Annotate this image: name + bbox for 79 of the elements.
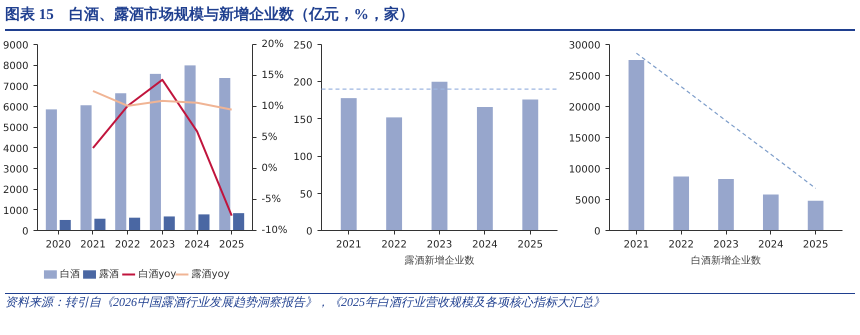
y-tick-label: 150 — [293, 114, 313, 126]
y-tick-label: 1000 — [3, 206, 29, 217]
bar — [60, 220, 71, 230]
x-tick-label: 2022 — [381, 240, 407, 250]
x-tick-label: 2024 — [472, 240, 498, 250]
legend-label: 露酒yoy — [192, 268, 230, 280]
bar — [115, 93, 126, 230]
x-tick-label: 2024 — [184, 240, 210, 250]
bar — [233, 213, 244, 230]
y-tick-label: 50 — [300, 189, 313, 200]
x-tick-label: 2023 — [150, 240, 176, 250]
y-tick-label: 15000 — [568, 134, 600, 144]
y-tick-label: 7000 — [3, 82, 29, 93]
y2-tick-label: -10% — [262, 225, 288, 236]
x-tick-label: 2024 — [758, 240, 784, 250]
y2-tick-label: 10% — [262, 101, 284, 112]
x-axis-title: 白酒新增企业数 — [691, 254, 761, 266]
y2-tick-label: 5% — [262, 132, 278, 143]
bar — [340, 98, 357, 230]
y-tick-label: 30000 — [568, 40, 600, 52]
y-tick-label: 0 — [594, 226, 601, 238]
x-tick-label: 2021 — [80, 240, 106, 250]
x-tick-label: 2021 — [336, 240, 362, 250]
x-tick-label: 2022 — [114, 240, 140, 250]
chart-title: 图表 15 白酒、露酒市场规模与新增企业数（亿元，%，家） — [5, 5, 414, 25]
y2-tick-label: 0% — [262, 163, 278, 174]
line-series — [92, 90, 233, 111]
y-tick-label: 5000 — [575, 196, 601, 206]
y-tick-label: 3000 — [3, 164, 29, 176]
bar — [522, 100, 538, 230]
bar — [476, 106, 493, 230]
y-tick-label: 200 — [293, 78, 313, 89]
y-tick-label: 6000 — [3, 102, 29, 114]
y-tick-label: 0 — [22, 226, 29, 238]
y2-tick-label: 15% — [262, 70, 284, 81]
x-tick-label: 2022 — [668, 240, 694, 250]
y-tick-label: 20000 — [568, 102, 600, 114]
y2-tick-label: 20% — [262, 39, 284, 50]
line-series — [92, 78, 233, 217]
y-tick-label: 4000 — [3, 144, 29, 155]
x-tick-label: 2025 — [802, 240, 828, 250]
y2-tick-label: -5% — [262, 194, 281, 205]
x-tick-label: 2023 — [426, 240, 452, 250]
x-tick-label: 2020 — [46, 240, 72, 250]
y-tick-label: 2000 — [3, 185, 29, 196]
y-tick-label: 0 — [306, 226, 313, 238]
bar — [762, 194, 779, 230]
bar — [718, 179, 734, 230]
legend-label: 白酒yoy — [138, 268, 176, 280]
bar — [94, 218, 106, 230]
bar — [432, 82, 448, 230]
x-tick-label: 2025 — [218, 240, 244, 250]
bar — [164, 216, 175, 230]
y-tick-label: 5000 — [3, 123, 29, 134]
y-tick-label: 100 — [293, 152, 313, 164]
y-tick-label: 25000 — [568, 72, 600, 82]
bar — [219, 78, 230, 230]
x-axis-title: 露酒新增企业数 — [404, 254, 474, 266]
y-tick-label: 8000 — [3, 61, 29, 72]
x-tick-label: 2025 — [518, 240, 543, 250]
y-tick-label: 9000 — [3, 40, 29, 52]
bar — [80, 105, 92, 230]
y-tick-label: 10000 — [568, 164, 600, 176]
text: 资料来源：转引自《2026中国露酒行业发展趋势洞察报告》，《2025年白酒行业营收规模及各项核心指标大汇总》 — [5, 294, 605, 311]
bar — [386, 117, 402, 230]
bar — [673, 176, 690, 230]
line-series — [636, 52, 816, 189]
x-tick-label: 2023 — [713, 240, 739, 250]
bar — [198, 214, 210, 230]
bar — [628, 60, 644, 230]
bar — [46, 109, 57, 230]
legend-label: 露酒 — [99, 268, 120, 280]
y-tick-label: 250 — [293, 40, 313, 52]
bar — [129, 218, 140, 230]
bar — [808, 200, 824, 230]
legend-label: 白酒 — [60, 268, 80, 280]
bar — [150, 74, 161, 230]
x-tick-label: 2021 — [624, 240, 650, 250]
bar — [184, 65, 196, 230]
